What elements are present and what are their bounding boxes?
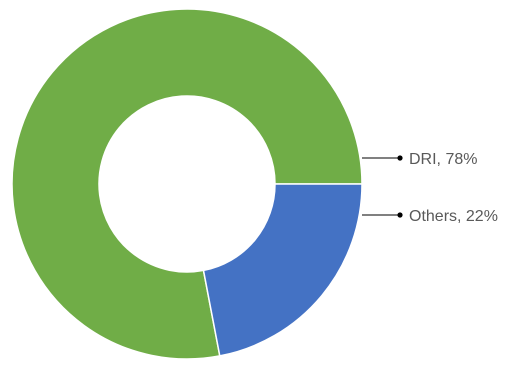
data-label-dri: DRI, 78%: [409, 151, 477, 168]
slice-dri: [11, 8, 363, 360]
leader-dot-dri: [397, 155, 403, 161]
slices-layer: [11, 8, 363, 360]
labels-layer: DRI, 78% Others, 22%: [362, 151, 498, 225]
leader-dot-others: [397, 212, 403, 218]
data-label-others: Others, 22%: [409, 208, 498, 225]
slice-others: [202, 183, 363, 357]
